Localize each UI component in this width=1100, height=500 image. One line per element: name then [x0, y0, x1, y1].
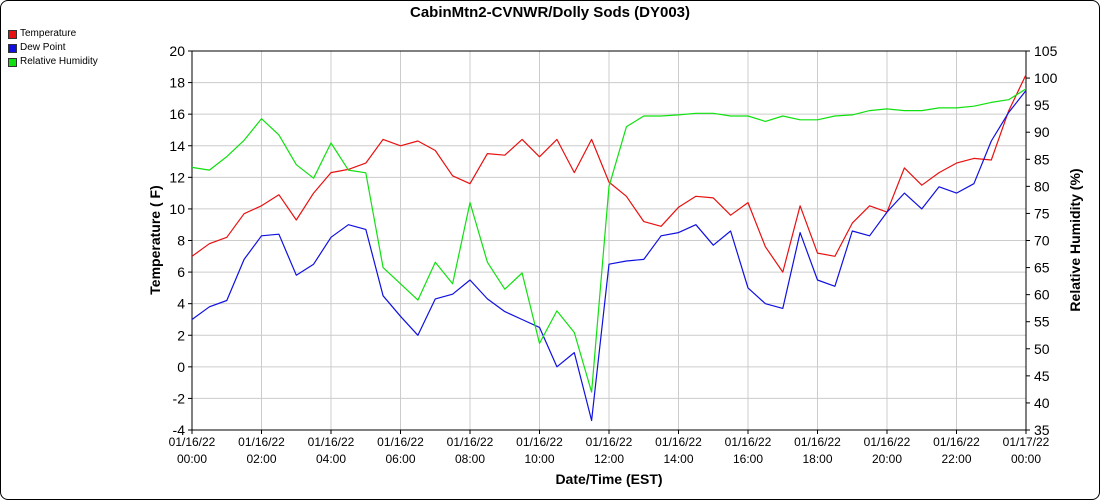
y-right-tick-label: 90 — [1034, 124, 1050, 140]
y-right-tick-label: 65 — [1034, 260, 1050, 276]
x-tick-time: 00:00 — [1011, 452, 1041, 466]
series-line-relative-humidity — [191, 88, 1027, 393]
x-tick-date: 01/16/22 — [308, 435, 355, 449]
y-right-tick-label: 55 — [1034, 314, 1050, 330]
x-tick-date: 01/16/22 — [169, 435, 216, 449]
x-tick-date: 01/16/22 — [725, 435, 772, 449]
y-axis-left-label: Temperature ( F) — [147, 185, 163, 294]
x-tick-time: 20:00 — [872, 452, 902, 466]
grid-lines — [191, 50, 1027, 431]
legend-label-relative-humidity: Relative Humidity — [20, 56, 98, 67]
x-tick-date: 01/16/22 — [447, 435, 494, 449]
y-right-tick-label: 70 — [1034, 233, 1050, 249]
y-left-tick-label: -2 — [173, 390, 186, 406]
x-tick-time: 06:00 — [385, 452, 415, 466]
x-tick-date: 01/16/22 — [377, 435, 424, 449]
x-axis-ticks: 01/16/22 00:00 01/16/22 02:00 01/16/22 04:00 0… — [169, 430, 1050, 466]
y-left-tick-label: 6 — [177, 264, 185, 280]
x-tick-time: 22:00 — [941, 452, 971, 466]
x-tick-time: 16:00 — [733, 452, 763, 466]
y-right-tick-label: 100 — [1034, 70, 1058, 86]
y-right-tick-label: 50 — [1034, 341, 1050, 357]
y-left-tick-label: 12 — [169, 169, 185, 185]
y-left-tick-label: 18 — [169, 75, 185, 91]
x-tick-date: 01/17/22 — [1003, 435, 1050, 449]
y-right-tick-label: 75 — [1034, 205, 1050, 221]
y-left-tick-label: -4 — [173, 422, 186, 438]
legend-item-dew-point: Dew Point — [8, 41, 98, 55]
x-tick-date: 01/16/22 — [794, 435, 841, 449]
y-right-tick-label: 85 — [1034, 151, 1050, 167]
y-left-tick-label: 4 — [177, 296, 185, 312]
x-tick-date: 01/16/22 — [864, 435, 911, 449]
y-right-tick-label: 95 — [1034, 97, 1050, 113]
y-left-tick-label: 20 — [169, 43, 185, 59]
x-tick-time: 02:00 — [246, 452, 276, 466]
x-tick-time: 10:00 — [524, 452, 554, 466]
x-tick-date: 01/16/22 — [516, 435, 563, 449]
chart-title: CabinMtn2-CVNWR/Dolly Sods (DY003) — [409, 4, 691, 21]
y-right-tick-label: 35 — [1034, 422, 1050, 438]
x-tick-date: 01/16/22 — [586, 435, 633, 449]
x-tick-date: 01/16/22 — [933, 435, 980, 449]
y-left-tick-label: 16 — [169, 106, 185, 122]
x-tick-time: 04:00 — [316, 452, 346, 466]
legend-label-dew-point: Dew Point — [20, 42, 66, 53]
y-left-tick-label: 14 — [169, 138, 185, 154]
x-tick-date: 01/16/22 — [655, 435, 702, 449]
y-left-tick-label: 2 — [177, 327, 185, 343]
legend-item-relative-humidity: Relative Humidity — [8, 55, 98, 69]
y-left-tick-label: 0 — [177, 359, 185, 375]
y-axis-right-ticks: 105 100 95 90 85 80 75 70 65 60 55 50 45 40 35 — [1026, 43, 1058, 438]
legend-swatch-dew-point — [8, 43, 17, 53]
legend: Temperature Dew Point Relative Humidity — [8, 27, 98, 69]
y-left-tick-label: 10 — [169, 201, 185, 217]
y-right-tick-label: 45 — [1034, 368, 1050, 384]
y-right-tick-label: 105 — [1034, 43, 1058, 59]
x-tick-time: 18:00 — [802, 452, 832, 466]
x-tick-date: 01/16/22 — [238, 435, 285, 449]
series-lines — [191, 74, 1027, 422]
y-right-tick-label: 40 — [1034, 395, 1050, 411]
y-right-tick-label: 80 — [1034, 178, 1050, 194]
x-tick-time: 08:00 — [455, 452, 485, 466]
y-left-tick-label: 8 — [177, 233, 185, 249]
x-axis-label: Date/Time (EST) — [555, 471, 662, 487]
y-right-tick-label: 60 — [1034, 287, 1050, 303]
legend-swatch-relative-humidity — [8, 57, 17, 67]
legend-swatch-temperature — [8, 29, 17, 39]
legend-label-temperature: Temperature — [20, 28, 77, 39]
legend-item-temperature: Temperature — [8, 27, 98, 41]
x-tick-time: 12:00 — [594, 452, 624, 466]
y-axis-right-label: Relative Humidity (%) — [1067, 168, 1083, 311]
x-tick-time: 14:00 — [663, 452, 693, 466]
series-line-dew-point — [191, 90, 1027, 422]
x-tick-time: 00:00 — [177, 452, 207, 466]
